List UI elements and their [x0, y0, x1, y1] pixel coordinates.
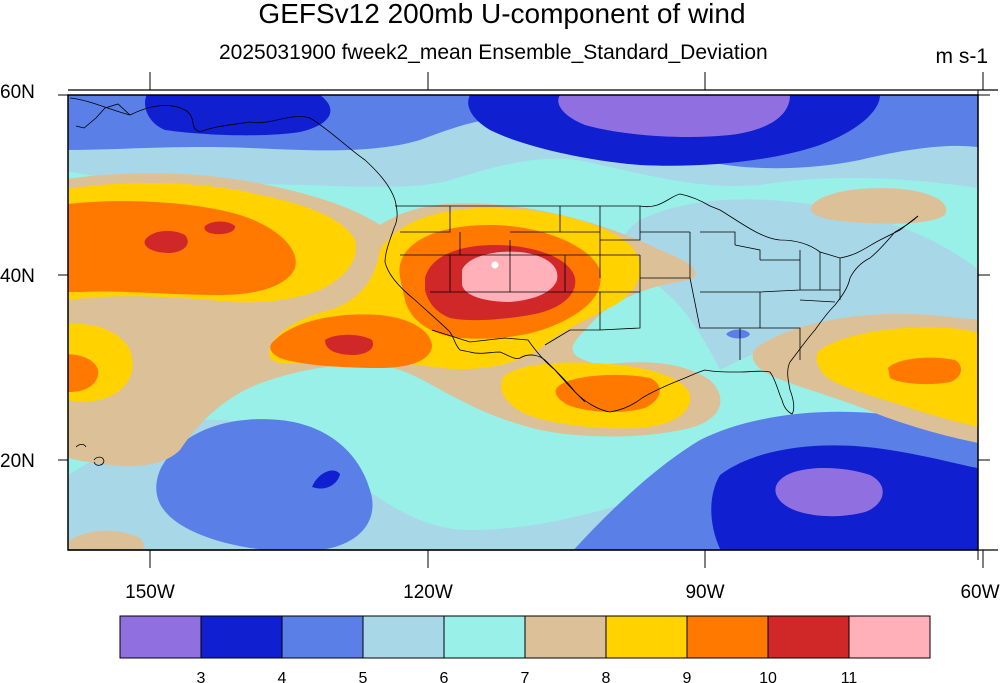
- fill-9-10: [68, 354, 99, 392]
- colorbar-label: 3: [197, 670, 206, 683]
- colorbar-label: 9: [683, 670, 692, 683]
- fill-below-3: [775, 468, 883, 517]
- lon-label: 90W: [685, 582, 724, 603]
- colorbar-label: 5: [359, 670, 368, 683]
- colorbar-swatch: [119, 615, 202, 659]
- fill-9-10: [888, 357, 962, 385]
- fill-7-8: [68, 530, 144, 550]
- axis-ticks: [58, 72, 990, 568]
- fill-10-11: [144, 230, 188, 253]
- lat-label: 20N: [0, 451, 35, 472]
- lat-label: 40N: [0, 266, 35, 287]
- fill-7-8: [810, 188, 947, 224]
- colorbar-label: 11: [841, 670, 858, 683]
- state-line: [400, 206, 841, 360]
- colorbar-swatch: [524, 615, 607, 659]
- fill-9-10: [555, 374, 660, 412]
- fill-4-5: [726, 329, 750, 339]
- colorbar-swatch: [200, 615, 283, 659]
- international-border: [431, 329, 586, 403]
- lon-label: 60W: [960, 582, 999, 603]
- chart-title: GEFSv12 200mb U-component of wind: [258, 0, 746, 29]
- colorbar-label: 7: [521, 670, 530, 683]
- fill-below-3: [558, 95, 790, 137]
- colorbar-swatch: [443, 615, 526, 659]
- coastline: [69, 97, 471, 353]
- contour-field: [68, 95, 978, 550]
- map-geography: [69, 97, 919, 466]
- fill-10-11: [204, 221, 236, 235]
- coastline: [75, 103, 131, 129]
- international-border: [395, 193, 919, 259]
- fill-3-4: [145, 95, 331, 136]
- colorbar-label: 4: [278, 670, 287, 683]
- colorbar-swatch: [686, 615, 769, 659]
- fill-above-11: [491, 261, 499, 269]
- colorbar-swatch: [767, 615, 850, 659]
- lat-label: 60N: [0, 82, 35, 103]
- colorbar-swatch: [362, 615, 445, 659]
- colorbar-swatch: [281, 615, 364, 659]
- fill-4-5: [156, 419, 373, 550]
- plot-frame: [67, 89, 998, 560]
- coastline: [75, 443, 105, 466]
- fill-3-4: [312, 470, 340, 489]
- colorbar-label: 10: [759, 670, 777, 683]
- colorbar-label: 8: [602, 670, 611, 683]
- lon-label: 150W: [125, 582, 175, 603]
- colorbar-swatch: [605, 615, 688, 659]
- fill-10-11: [325, 334, 374, 355]
- units-label: m s-1: [935, 45, 989, 68]
- colorbar: 3 4 5 6 7 8 9 10 11: [119, 615, 931, 683]
- colorbar-swatch: [848, 615, 931, 659]
- lon-label: 120W: [403, 582, 453, 603]
- colorbar-label: 6: [440, 670, 449, 683]
- chart-subtitle: 2025031900 fweek2_mean Ensemble_Standard…: [219, 41, 768, 64]
